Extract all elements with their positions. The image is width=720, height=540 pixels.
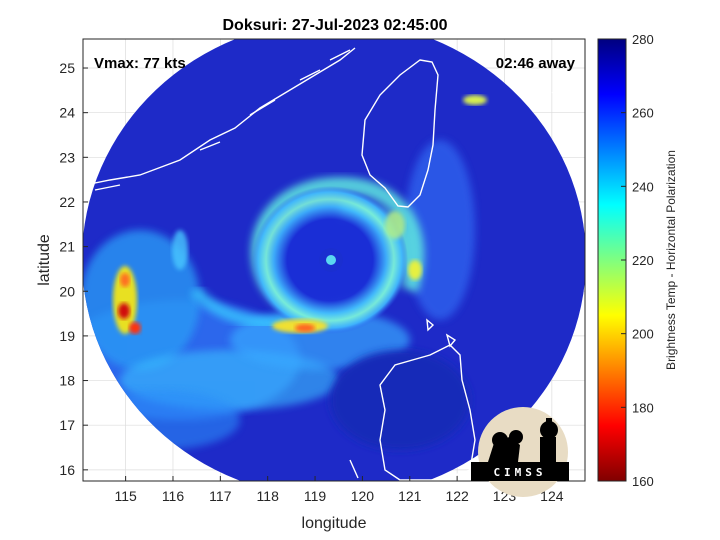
x-tick-label: 116	[162, 488, 185, 504]
colorbar-tick-label: 240	[632, 179, 654, 194]
colorbar-tick-label: 220	[632, 253, 654, 268]
y-tick-label: 21	[59, 239, 75, 255]
cimss-logo: CIMSS	[471, 407, 569, 497]
x-tick-label: 118	[257, 488, 280, 504]
x-tick-label: 115	[114, 488, 137, 504]
vmax-annotation: Vmax: 77 kts	[94, 55, 186, 72]
x-tick-label: 122	[445, 488, 469, 504]
x-tick-label: 117	[209, 488, 232, 504]
y-tick-label: 23	[59, 149, 75, 165]
colorbar-tick-label: 280	[632, 32, 654, 47]
x-tick-label: 120	[351, 488, 375, 504]
y-tick-label: 18	[59, 373, 75, 389]
time-away-annotation: 02:46 away	[496, 55, 576, 72]
colorbar-tick-label: 160	[632, 474, 654, 489]
y-tick-label: 16	[59, 462, 75, 478]
y-tick-label: 19	[59, 328, 75, 344]
y-tick-label: 24	[59, 105, 75, 121]
x-tick-label: 121	[398, 488, 422, 504]
china-coast-islands	[94, 49, 351, 191]
colorbar-ticks: 160 180 200 220 240 260 280	[621, 32, 654, 489]
x-tick-label: 124	[540, 488, 564, 504]
x-axis-label: longitude	[302, 515, 367, 532]
colorbar-tick-label: 180	[632, 400, 654, 415]
luzon-coast	[379, 344, 476, 481]
cimss-logo-text: CIMSS	[493, 466, 546, 479]
y-axis-label: latitude	[36, 234, 53, 286]
colorbar: 160 180 200 220 240 260 280 Brightness Temp - …	[597, 32, 678, 489]
china-coast	[84, 47, 356, 186]
y-axis: 16 17 18 19 20 21 22 23 24 25	[59, 60, 88, 478]
y-tick-label: 25	[59, 60, 75, 76]
coastlines	[84, 47, 567, 481]
y-tick-label: 20	[59, 283, 75, 299]
taiwan-coast	[361, 59, 439, 208]
x-tick-label: 119	[304, 488, 327, 504]
colorbar-tick-label: 200	[632, 327, 654, 342]
chart-title: Doksuri: 27-Jul-2023 02:45:00	[223, 17, 448, 34]
colorbar-tick-label: 260	[632, 106, 654, 121]
brightness-swath	[83, 39, 585, 481]
y-tick-label: 17	[59, 417, 75, 433]
colorbar-label: Brightness Temp - Horizontal Polarizatio…	[664, 150, 678, 370]
y-tick-label: 22	[59, 194, 75, 210]
axes-frame	[82, 38, 586, 482]
